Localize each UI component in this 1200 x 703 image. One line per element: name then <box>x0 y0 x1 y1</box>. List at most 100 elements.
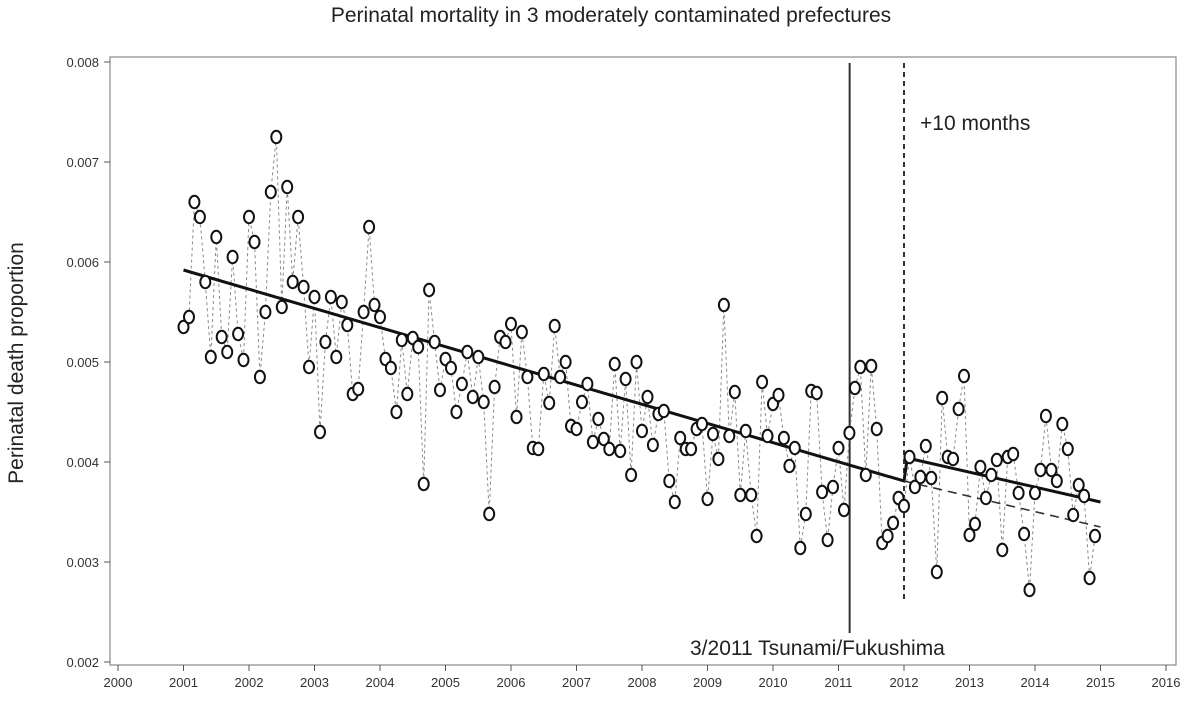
x-tick-label: 2007 <box>562 675 591 690</box>
x-tick-label: 2006 <box>497 675 526 690</box>
data-point <box>417 476 430 492</box>
data-point <box>947 451 960 467</box>
data-point <box>810 385 823 401</box>
data-point <box>537 366 550 382</box>
monthly-series-line <box>183 136 1096 591</box>
data-point <box>925 470 938 486</box>
data-point <box>264 184 277 200</box>
data-point <box>985 467 998 483</box>
tsunami-annotation: 3/2011 Tsunami/Fukushima <box>690 637 945 660</box>
data-point <box>777 430 790 446</box>
data-point <box>193 209 206 225</box>
data-point <box>297 279 310 295</box>
data-point <box>363 219 376 235</box>
data-point <box>412 339 425 355</box>
data-point <box>1050 473 1063 489</box>
event-markers <box>848 63 905 633</box>
x-tick-label: 2000 <box>104 675 133 690</box>
data-point <box>221 344 234 360</box>
y-tick-label: 0.008 <box>66 55 99 70</box>
data-point <box>1078 488 1091 504</box>
data-point <box>352 381 365 397</box>
data-point <box>384 360 397 376</box>
data-point <box>341 317 354 333</box>
x-tick-label: 2014 <box>1021 675 1050 690</box>
data-point <box>603 441 616 457</box>
data-point <box>368 297 381 313</box>
data-point <box>707 426 719 442</box>
data-point <box>750 528 763 544</box>
data-point <box>668 494 681 510</box>
data-point <box>253 369 266 385</box>
data-point <box>963 527 976 543</box>
data-point <box>423 282 436 298</box>
data-point <box>488 379 501 395</box>
data-point <box>996 542 1009 558</box>
y-tick-label: 0.004 <box>66 455 99 470</box>
data-point <box>1012 485 1025 501</box>
data-point <box>1056 416 1069 432</box>
x-tick-label: 2012 <box>890 675 919 690</box>
data-point <box>515 324 528 340</box>
x-tick-label: 2003 <box>300 675 329 690</box>
series-dotted-line <box>183 136 1096 591</box>
data-point <box>608 356 621 372</box>
data-point <box>903 449 916 465</box>
data-point <box>979 490 992 506</box>
x-tick-label: 2001 <box>169 675 198 690</box>
chart-title: Perinatal mortality in 3 moderately cont… <box>331 4 891 27</box>
data-point <box>936 390 949 406</box>
data-point <box>636 423 648 439</box>
data-point <box>657 403 670 419</box>
data-point <box>717 297 730 313</box>
data-point <box>832 440 845 456</box>
data-point <box>625 467 638 483</box>
data-point <box>739 423 752 439</box>
data-point <box>483 506 496 522</box>
data-point <box>1023 582 1036 598</box>
data-point <box>505 316 517 332</box>
plot-frame <box>109 56 1177 666</box>
data-point <box>712 451 725 467</box>
data-point <box>183 309 195 325</box>
data-point <box>455 376 468 392</box>
data-point <box>330 349 343 365</box>
data-point <box>586 434 599 450</box>
y-tick-label: 0.003 <box>66 555 99 570</box>
data-point <box>292 209 305 225</box>
data-point <box>188 194 201 210</box>
data-point <box>286 274 299 290</box>
data-point <box>374 309 386 325</box>
data-point <box>543 395 556 411</box>
data-point <box>215 329 228 345</box>
data-point <box>854 359 867 375</box>
data-point <box>848 380 861 396</box>
data-point <box>570 421 583 437</box>
data-point <box>969 516 981 532</box>
data-point <box>788 440 801 456</box>
data-point <box>674 430 687 446</box>
data-point <box>204 349 217 365</box>
data-point <box>1067 507 1080 523</box>
x-tick-label: 2010 <box>759 675 788 690</box>
data-point <box>177 319 190 335</box>
data-point <box>783 458 796 474</box>
y-axis: 0.002 0.003 0.004 0.005 0.006 0.007 0.008 <box>66 55 110 670</box>
x-tick-label: 2008 <box>628 675 657 690</box>
data-point <box>761 428 774 444</box>
data-point <box>908 479 921 495</box>
data-point <box>619 371 632 387</box>
data-point <box>477 394 490 410</box>
data-point <box>614 443 627 459</box>
data-point <box>259 304 272 320</box>
data-point <box>532 441 545 457</box>
data-point <box>756 374 769 390</box>
data-point <box>794 540 807 556</box>
data-point <box>466 389 479 405</box>
y-axis-label: Perinatal death proportion <box>5 242 28 484</box>
data-point <box>838 502 850 518</box>
data-point <box>881 528 894 544</box>
data-point <box>952 401 965 417</box>
data-point <box>324 289 337 305</box>
data-point <box>843 425 856 441</box>
